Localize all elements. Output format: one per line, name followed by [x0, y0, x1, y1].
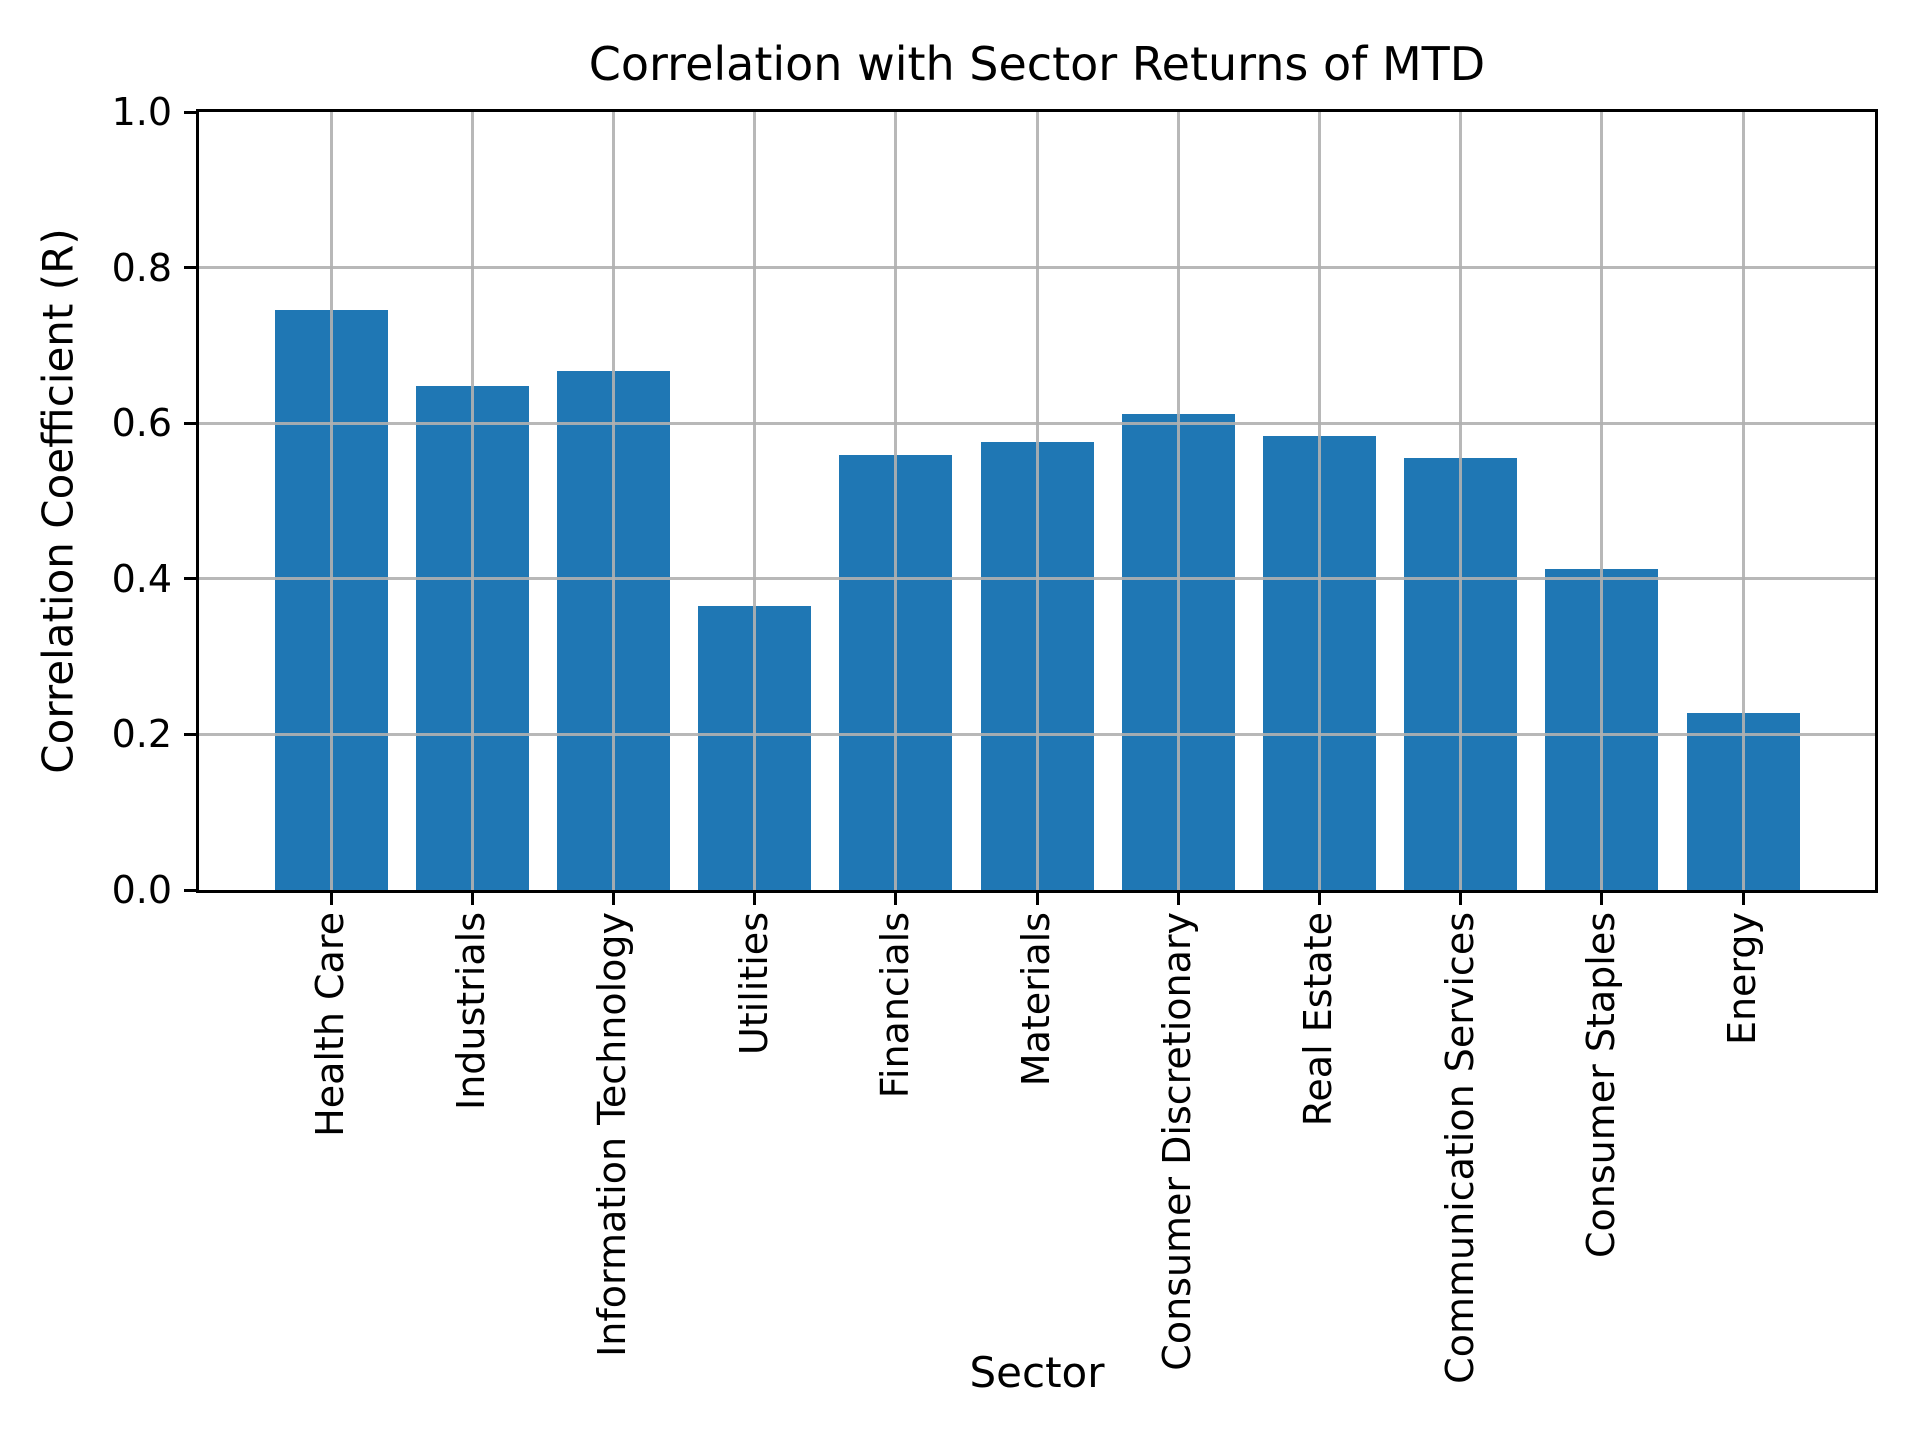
x-grid-line [611, 112, 615, 890]
y-tick-label-0.0: 0.0 [111, 868, 172, 912]
y-tick-mark [184, 888, 196, 892]
x-tick-mark [1741, 893, 1745, 905]
y-tick-label-0.4: 0.4 [111, 556, 172, 601]
x-grid-line [753, 112, 757, 890]
y-axis-label: Correlation Coefficient (R) [33, 228, 83, 774]
x-tick-label-financials: Financials [872, 912, 917, 1099]
x-tick-mark [1600, 893, 1604, 905]
x-tick-mark [894, 893, 898, 905]
y-tick-mark [184, 577, 196, 581]
grid-layer [199, 112, 1875, 890]
x-tick-mark [329, 893, 333, 905]
x-grid-line [1741, 112, 1745, 890]
x-grid-line [1459, 112, 1463, 890]
y-tick-label-1.0: 1.0 [111, 90, 172, 134]
y-tick-mark [184, 110, 196, 114]
x-tick-mark [1317, 893, 1321, 905]
x-tick-label-materials: Materials [1014, 912, 1059, 1087]
y-tick-label-0.8: 0.8 [111, 245, 172, 290]
x-tick-mark [1035, 893, 1039, 905]
y-tick-label-0.2: 0.2 [111, 712, 172, 757]
y-tick-label-0.6: 0.6 [111, 401, 172, 446]
x-tick-label-real-estate: Real Estate [1296, 912, 1341, 1127]
x-grid-line [1035, 112, 1039, 890]
x-tick-label-information-technology: Information Technology [590, 912, 635, 1357]
x-tick-label-energy: Energy [1720, 912, 1765, 1046]
x-axis-label: Sector [969, 1348, 1105, 1397]
x-tick-label-communication-services: Communication Services [1437, 912, 1482, 1384]
x-tick-label-health-care: Health Care [308, 912, 353, 1137]
x-grid-line [1317, 112, 1321, 890]
chart-title: Correlation with Sector Returns of MTD [588, 37, 1486, 91]
x-tick-mark [611, 893, 615, 905]
x-tick-label-consumer-staples: Consumer Staples [1578, 912, 1623, 1259]
x-tick-label-industrials: Industrials [449, 912, 494, 1111]
x-tick-mark [1459, 893, 1463, 905]
x-grid-line [1176, 112, 1180, 890]
x-tick-label-consumer-discretionary: Consumer Discretionary [1155, 912, 1200, 1371]
x-grid-line [329, 112, 333, 890]
x-tick-label-utilities: Utilities [731, 912, 776, 1056]
plot-area [196, 109, 1878, 893]
x-grid-line [894, 112, 898, 890]
y-tick-mark [184, 732, 196, 736]
x-grid-line [1600, 112, 1604, 890]
y-tick-mark [184, 421, 196, 425]
x-tick-mark [470, 893, 474, 905]
x-tick-mark [753, 893, 757, 905]
y-tick-mark [184, 266, 196, 270]
x-grid-line [470, 112, 474, 890]
x-tick-mark [1176, 893, 1180, 905]
